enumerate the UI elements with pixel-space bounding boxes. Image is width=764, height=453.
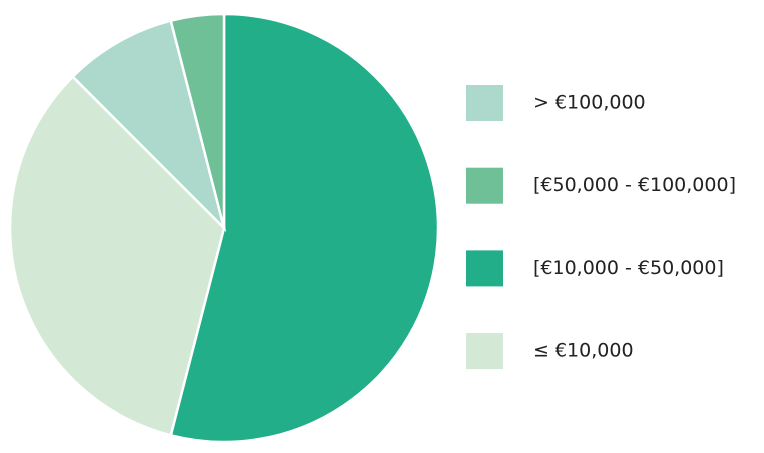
legend-swatch	[466, 250, 503, 287]
pie-slice	[169, 12, 440, 444]
legend-swatch	[466, 85, 503, 121]
legend-swatch	[466, 167, 503, 204]
pie-slice	[8, 74, 226, 437]
pie-slice	[169, 12, 226, 229]
legend-label: [€50,000 - €100,000]	[533, 174, 736, 196]
legend-label: > €100,000	[533, 92, 646, 114]
legend-swatch	[466, 333, 503, 370]
legend-label: ≤ €10,000	[533, 340, 634, 362]
legend-label: [€10,000 - €50,000]	[533, 257, 724, 279]
pie-slice	[70, 19, 227, 233]
